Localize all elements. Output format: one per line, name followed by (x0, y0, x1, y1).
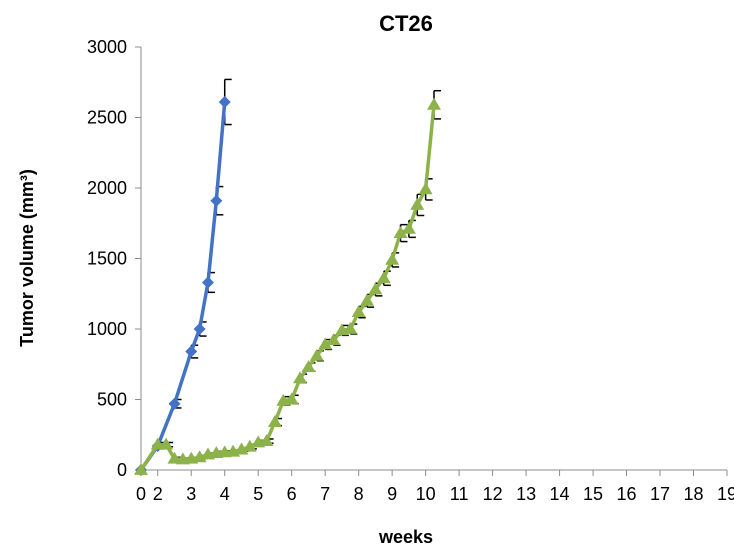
data-point (218, 95, 231, 108)
x-tick-label: 16 (617, 484, 637, 504)
data-point (293, 371, 308, 384)
x-tick-label: 19 (717, 484, 734, 504)
x-tick-label: 3 (186, 484, 196, 504)
y-tick-label: 1000 (87, 319, 127, 339)
y-tick-label: 2500 (87, 108, 127, 128)
x-axis-label: weeks (378, 527, 433, 547)
series-layer (134, 78, 441, 476)
x-tick-label: 4 (220, 484, 230, 504)
data-point (427, 97, 441, 110)
series-line (139, 101, 227, 471)
data-point (259, 434, 274, 446)
x-tick-label: 5 (253, 484, 263, 504)
data-point (301, 360, 316, 372)
data-point (368, 282, 383, 295)
chart-title: CT26 (379, 11, 433, 36)
x-tick-label: 6 (287, 484, 297, 504)
data-point (360, 293, 375, 306)
series-2 (134, 89, 441, 475)
x-tick-label: 7 (320, 484, 330, 504)
y-tick-label: 500 (97, 390, 127, 410)
x-tick-label: 12 (483, 484, 503, 504)
data-point (326, 333, 341, 346)
data-point (410, 197, 425, 210)
data-point (267, 415, 282, 427)
x-tick-label: 9 (387, 484, 397, 504)
data-point (201, 276, 214, 289)
series-1 (135, 78, 232, 476)
data-point (351, 305, 366, 317)
x-tick-label: 8 (354, 484, 364, 504)
data-point (134, 463, 148, 475)
y-axis-label: Tumor volume (mm³) (17, 169, 37, 347)
data-point (168, 397, 181, 410)
x-tick-label: 18 (683, 484, 703, 504)
data-point (318, 337, 333, 350)
y-tick-label: 3000 (87, 37, 127, 57)
data-point (284, 392, 299, 405)
data-point (376, 271, 391, 284)
y-tick-label: 2000 (87, 178, 127, 198)
x-tick-label: 17 (650, 484, 670, 504)
data-point (418, 182, 433, 195)
data-point (393, 226, 408, 239)
data-point (185, 345, 198, 358)
data-point (159, 437, 174, 450)
data-point (167, 451, 182, 464)
data-point (401, 221, 416, 234)
x-tick-label: 2 (153, 484, 163, 504)
data-point (343, 322, 358, 334)
series-line (139, 104, 436, 471)
x-tick-label: 10 (416, 484, 436, 504)
y-tick-label: 1500 (87, 249, 127, 269)
x-tick-label: 0 (136, 484, 146, 504)
x-tick-label: 11 (450, 484, 469, 504)
x-tick-label: 14 (550, 484, 570, 504)
data-point (242, 439, 257, 452)
data-point (193, 323, 206, 335)
x-tick-label: 15 (583, 484, 603, 504)
data-point (385, 252, 400, 265)
y-tick-label: 0 (117, 460, 127, 480)
data-point (210, 194, 223, 207)
x-tick-label: 13 (516, 484, 536, 504)
data-point (309, 348, 324, 361)
